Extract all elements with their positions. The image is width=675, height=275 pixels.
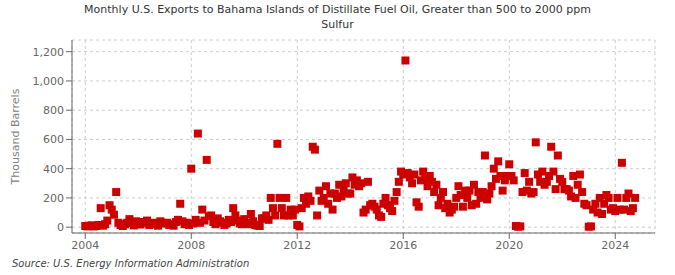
svg-text:2012: 2012 (283, 239, 311, 252)
svg-text:2016: 2016 (389, 239, 417, 252)
svg-text:2024: 2024 (601, 239, 629, 252)
svg-text:200: 200 (43, 192, 64, 205)
svg-text:1,000: 1,000 (33, 75, 65, 88)
svg-text:2020: 2020 (495, 239, 523, 252)
svg-text:2004: 2004 (71, 239, 99, 252)
svg-text:1,200: 1,200 (33, 46, 65, 59)
html-text:Sulfur: Sulfur (321, 18, 354, 31)
svg-text:0: 0 (57, 221, 64, 234)
svg-text:Thousand Barrels: Thousand Barrels (9, 88, 22, 185)
svg-text:600: 600 (43, 133, 64, 146)
html-text:Monthly U.S. Exports to Bahama: Monthly U.S. Exports to Bahama Islands o… (84, 3, 591, 16)
svg-text:800: 800 (43, 104, 64, 117)
svg-text:400: 400 (43, 163, 64, 176)
html-text:Source: U.S. Energy Informatio: Source: U.S. Energy Information Administ… (12, 258, 250, 269)
svg-text:2008: 2008 (177, 239, 205, 252)
